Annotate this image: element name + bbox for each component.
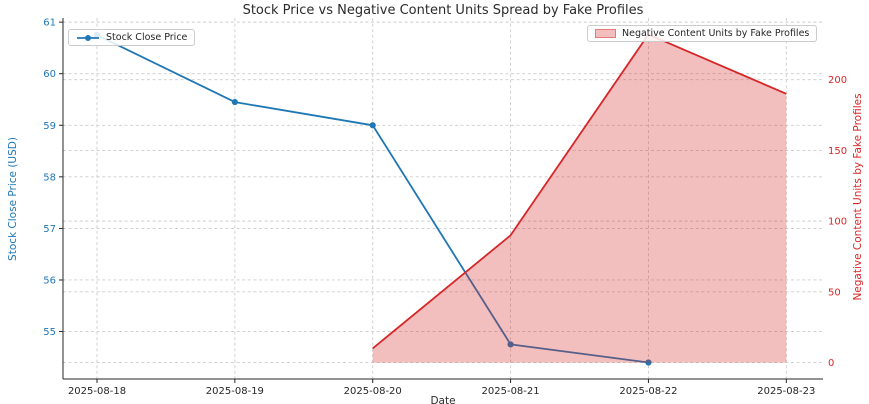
legend-label: Negative Content Units by Fake Profiles [622, 28, 810, 39]
x-tick-label: 2025-08-21 [482, 386, 540, 397]
right-tick-label: 150 [828, 146, 847, 157]
right-axis-label: Negative Content Units by Fake Profiles [852, 93, 864, 301]
data-point-marker [369, 122, 376, 129]
left-tick-label: 56 [43, 275, 56, 286]
left-tick-label: 60 [43, 69, 56, 80]
left-tick-label: 58 [43, 172, 56, 183]
line-marker-sample-icon [77, 34, 99, 41]
data-point-marker [645, 359, 652, 366]
left-tick-label: 55 [43, 327, 56, 338]
area-swatch-icon [595, 28, 616, 39]
x-tick-label: 2025-08-20 [344, 386, 402, 397]
negative-units-area [372, 34, 787, 363]
x-tick-label: 2025-08-18 [68, 386, 126, 397]
legend-label: Stock Close Price [106, 32, 188, 43]
x-axis-label: Date [430, 395, 456, 404]
right-tick-label: 0 [828, 358, 834, 369]
data-point-marker [507, 341, 514, 348]
x-tick-label: 2025-08-22 [619, 386, 677, 397]
negative-units-line [372, 33, 787, 350]
left-tick-label: 59 [43, 121, 56, 132]
right-tick-label: 200 [828, 75, 847, 86]
legend-stock-close-price: Stock Close Price [68, 29, 196, 46]
x-tick-label: 2025-08-19 [206, 386, 264, 397]
left-tick-label: 57 [43, 224, 56, 235]
x-tick-label: 2025-08-23 [757, 386, 815, 397]
data-point-marker [231, 98, 238, 106]
legend-negative-content-units: Negative Content Units by Fake Profiles [587, 25, 818, 42]
left-axis-label: Stock Close Price (USD) [7, 137, 19, 261]
chart-title: Stock Price vs Negative Content Units Sp… [242, 3, 644, 18]
right-tick-label: 50 [828, 287, 841, 298]
left-tick-label: 61 [43, 18, 56, 29]
right-tick-label: 100 [828, 217, 847, 228]
